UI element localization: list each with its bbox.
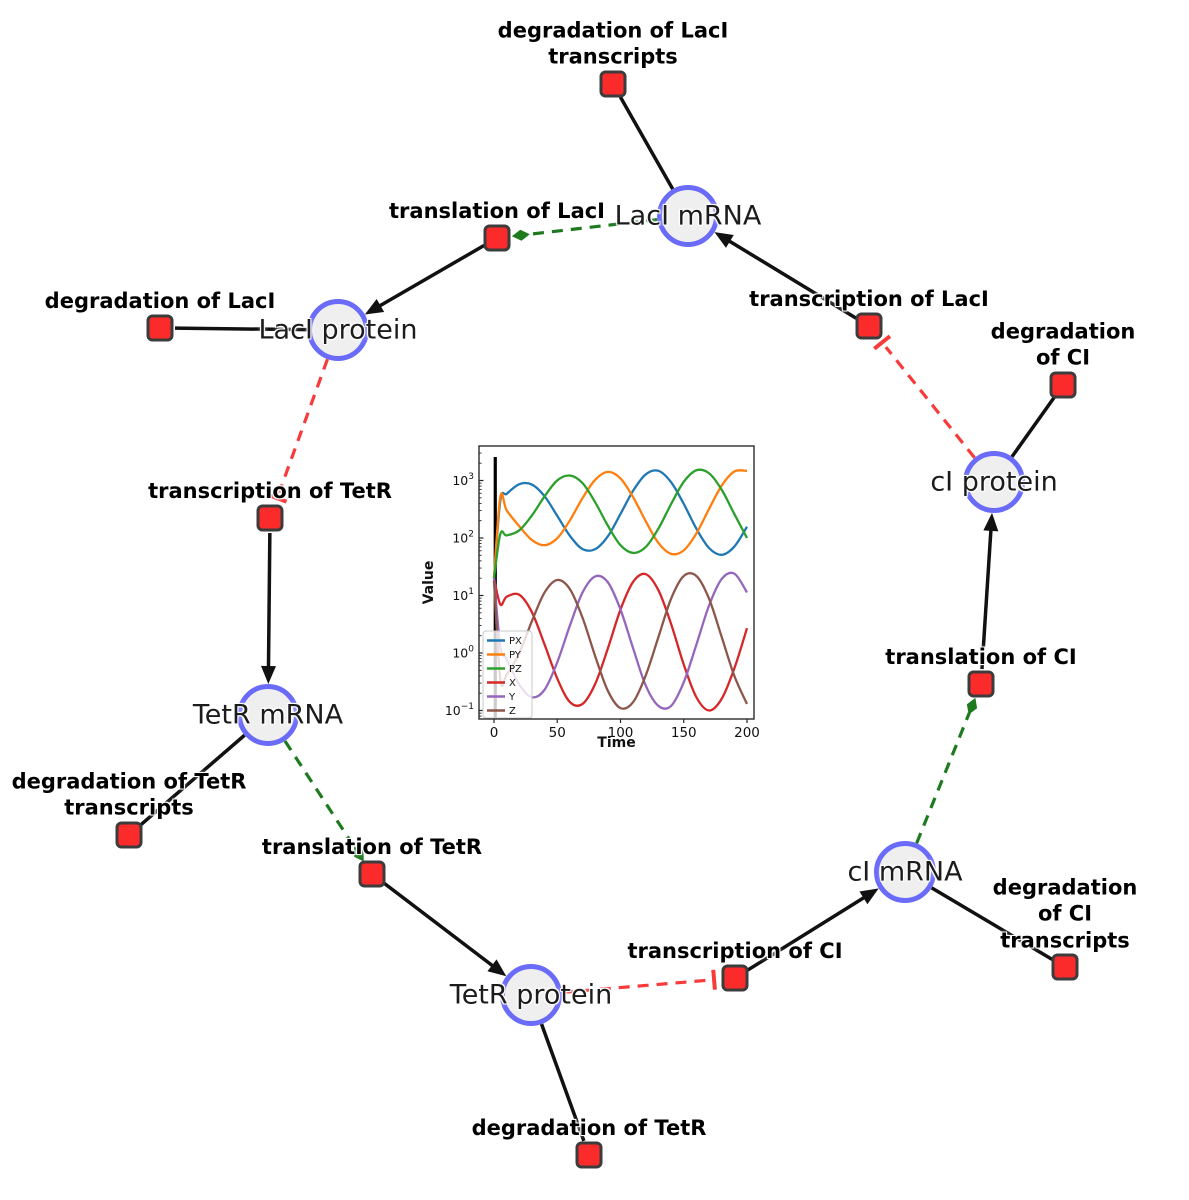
y-tick-label: 10−1 (445, 702, 474, 718)
reaction-node-transcription-ci[interactable] (721, 964, 749, 992)
reaction-label-transcription-tetr: transcription of TetR (148, 478, 392, 503)
species-node-tetr-protein[interactable] (500, 964, 562, 1026)
arrowhead (364, 298, 385, 315)
reaction-node-degradation-ci-transcripts[interactable] (1051, 953, 1079, 981)
x-tick-label: 100 (608, 725, 634, 741)
arrowhead (983, 512, 999, 532)
edge-inhibition (561, 978, 709, 995)
edge-consumption (139, 733, 246, 827)
species-node-ci-mrna[interactable] (874, 841, 936, 903)
edge-production (382, 881, 496, 969)
series-line-PZ (492, 468, 749, 579)
inhibition-tee (267, 492, 288, 504)
reaction-label-degradation-ci: degradation of CI (990, 319, 1136, 370)
arrowhead (859, 888, 879, 905)
series-line-PY (492, 469, 748, 579)
species-label-laci-protein: LacI protein (258, 314, 418, 346)
x-tick-label: 50 (549, 725, 566, 741)
edge-inhibition (277, 358, 329, 494)
reaction-node-translation-tetr[interactable] (358, 860, 386, 888)
species-label-ci-mrna: cI mRNA (847, 856, 963, 888)
reaction-node-degradation-laci[interactable] (146, 314, 174, 342)
reaction-label-transcription-laci: transcription of LacI (749, 286, 989, 311)
arrowhead (260, 665, 276, 685)
species-label-tetr-protein: TetR protein (449, 979, 613, 1011)
legend: PX PY PZ XYZ (482, 630, 533, 719)
edge-inhibition (884, 346, 976, 459)
series-line-X (492, 572, 749, 712)
edge-consumption (174, 326, 308, 332)
plot-frame (478, 445, 755, 720)
reaction-node-transcription-laci[interactable] (855, 312, 883, 340)
x-tick-label: 0 (490, 725, 499, 741)
arrowhead (487, 959, 507, 977)
inhibition-tee (873, 334, 892, 351)
species-label-ci-protein: cI protein (930, 466, 1058, 498)
edge-modifier (527, 217, 658, 237)
x-tick-label: 150 (671, 725, 697, 741)
y-tick-label: 100 (452, 645, 474, 661)
edge-production (746, 894, 867, 972)
reaction-label-degradation-laci: degradation of LacI (44, 288, 276, 313)
x-axis-label: Time (597, 735, 635, 751)
reaction-label-degradation-ci-transcripts: degradation of CI transcripts (992, 875, 1138, 952)
reaction-label-degradation-tetr-transcripts: degradation of TetR transcripts (11, 769, 247, 820)
species-node-laci-protein[interactable] (307, 299, 369, 361)
reaction-node-degradation-laci-transcripts[interactable] (599, 70, 627, 98)
reaction-label-translation-ci: translation of CI (885, 644, 1077, 669)
y-tick-label: 102 (452, 530, 474, 546)
y-axis-label: Value (421, 561, 437, 605)
y-tick-label: 103 (452, 472, 474, 488)
reaction-node-degradation-tetr-transcripts[interactable] (115, 821, 143, 849)
edge-modifier (283, 740, 357, 849)
edge-consumption (1010, 396, 1056, 458)
species-node-laci-mrna[interactable] (657, 185, 719, 247)
reaction-label-translation-tetr: translation of TetR (261, 834, 483, 859)
reaction-node-degradation-ci[interactable] (1049, 371, 1077, 399)
reaction-node-translation-ci[interactable] (967, 670, 995, 698)
reaction-label-transcription-ci: transcription of CI (627, 938, 843, 963)
x-tick-label: 200 (734, 725, 760, 741)
edge-production (726, 238, 858, 320)
legend-label-Y: Y (508, 692, 516, 703)
edge-consumption (539, 1023, 586, 1142)
species-label-tetr-mrna: TetR mRNA (192, 699, 344, 731)
reaction-node-transcription-tetr[interactable] (256, 504, 284, 532)
edge-production (376, 243, 485, 309)
legend-label-PY: PY (509, 650, 522, 661)
reaction-label-degradation-laci-transcripts: degradation of LacI transcripts (497, 18, 729, 69)
species-node-ci-protein[interactable] (963, 451, 1025, 513)
edge-consumption (618, 96, 675, 190)
legend-label-PZ: PZ (509, 664, 522, 675)
modifier-diamond (353, 846, 364, 862)
reaction-label-translation-laci: translation of LacI (389, 198, 605, 223)
reaction-node-translation-laci[interactable] (483, 224, 511, 252)
edge-consumption (930, 886, 1053, 961)
edge-production (266, 532, 272, 670)
species-node-tetr-mrna[interactable] (237, 684, 299, 746)
timeseries-plot: 0 50 100 150 200 10−1 100 101 102 103 PX PY PZ XYZ Tim… (421, 445, 760, 751)
species-label-laci-mrna: LacI mRNA (614, 200, 762, 232)
series-line-PX (492, 469, 748, 579)
legend-label-X: X (509, 678, 516, 689)
modifier-diamond (511, 229, 530, 241)
legend-label-PX: PX (509, 636, 522, 647)
arrowhead (714, 232, 734, 248)
modifier-diamond (966, 697, 978, 715)
y-tick-label: 101 (452, 587, 474, 603)
edge-production (980, 527, 993, 670)
reaction-node-degradation-tetr[interactable] (575, 1141, 603, 1169)
edge-modifier (915, 712, 971, 844)
reaction-label-degradation-tetr: degradation of TetR (471, 1115, 707, 1140)
legend-label-Z: Z (509, 706, 516, 717)
inhibition-tee (711, 969, 717, 990)
